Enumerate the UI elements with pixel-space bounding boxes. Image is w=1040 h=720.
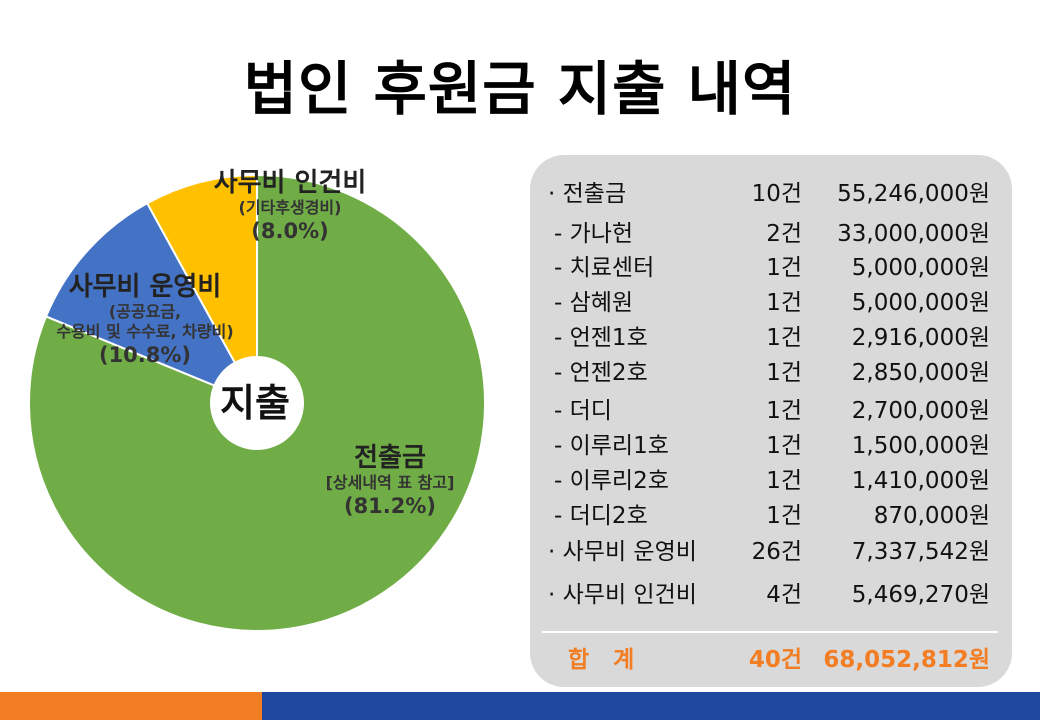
slice-percent-personnel: (8.0%) [251,219,329,243]
row-name: - 더디2호 [554,503,648,529]
total-amount: 68,052,812원 [823,647,990,673]
row-name: - 이루리1호 [554,433,669,459]
row-count: 1건 [766,503,802,529]
total-label: 합 계 [568,647,635,673]
slice-label-transfer: 전출금 [상세내역 표 참고] (81.2%) [270,443,510,519]
table-row: - 더디 1건 2,700,000원 [530,394,1012,428]
row-amount: 2,916,000원 [851,325,990,351]
row-count: 1건 [766,290,802,316]
table-row: · 전출금 10건 55,246,000원 [530,177,1012,211]
row-amount: 7,337,542원 [851,539,990,565]
table-row: - 언젠1호 1건 2,916,000원 [530,321,1012,355]
row-name: · 사무비 인건비 [548,582,697,608]
slice-percent-transfer: (81.2%) [343,494,437,518]
row-amount: 2,700,000원 [851,398,990,424]
row-name: - 치료센터 [554,255,655,281]
row-name: - 언젠1호 [554,325,648,351]
row-count: 1건 [766,433,802,459]
table-row: - 이루리2호 1건 1,410,000원 [530,464,1012,498]
table-row: - 치료센터 1건 5,000,000원 [530,251,1012,285]
row-count: 2건 [766,221,802,247]
table-row: · 사무비 운영비 26건 7,337,542원 [530,535,1012,569]
row-amount: 5,469,270원 [851,582,990,608]
row-amount: 1,500,000원 [851,433,990,459]
pie-slice-0 [28,173,486,632]
slice-detail-operating-1: (공공요금, [108,302,182,321]
slice-detail-operating-2: 수용비 및 수수료, 차량비) [56,322,234,341]
slice-label-operating: 사무비 운영비 (공공요금, 수용비 및 수수료, 차량비) (10.8%) [10,272,280,368]
row-count: 1건 [766,325,802,351]
slice-name-transfer: 전출금 [354,443,426,473]
row-amount: 55,246,000원 [837,181,990,207]
total-count: 40건 [748,647,802,673]
table-divider [542,631,998,633]
row-amount: 5,000,000원 [851,255,990,281]
row-count: 26건 [751,539,802,565]
footer-bar-orange [0,692,262,720]
row-count: 10건 [751,181,802,207]
page-title: 법인 후원금 지출 내역 [243,55,797,123]
row-amount: 33,000,000원 [837,221,990,247]
pie-center-hole [210,356,304,450]
slice-label-personnel: 사무비 인건비 (기타후생경비) (8.0%) [180,168,400,244]
row-count: 1건 [766,398,802,424]
pie-center-label: 지출 [220,381,290,425]
pie-chart [28,173,486,632]
slice-name-personnel: 사무비 인건비 [213,168,367,198]
row-count: 1건 [766,360,802,386]
row-name: - 언젠2호 [554,360,648,386]
pie-slice-1 [44,201,260,406]
slice-percent-operating: (10.8%) [98,343,192,367]
table-row: - 더디2호 1건 870,000원 [530,499,1012,533]
row-count: 1건 [766,468,802,494]
table-row: - 가나헌 2건 33,000,000원 [530,217,1012,251]
row-amount: 870,000원 [873,503,990,529]
row-name: · 사무비 운영비 [548,539,697,565]
row-amount: 2,850,000원 [851,360,990,386]
slice-name-operating: 사무비 운영비 [68,272,222,302]
table-row: · 사무비 인건비 4건 5,469,270원 [530,578,1012,612]
table-row: - 이루리1호 1건 1,500,000원 [530,429,1012,463]
row-name: - 가나헌 [554,221,634,247]
table-row: - 언젠2호 1건 2,850,000원 [530,356,1012,390]
row-name: - 삼혜원 [554,290,634,316]
pie-slice-2 [145,173,258,404]
table-total-row: 합 계 40건 68,052,812원 [530,643,1012,677]
slice-detail-personnel: (기타후생경비) [238,198,342,217]
footer-bar-blue [262,692,1040,720]
table-row: - 삼혜원 1건 5,000,000원 [530,286,1012,320]
row-amount: 1,410,000원 [851,468,990,494]
row-count: 4건 [766,582,802,608]
row-name: · 전출금 [548,181,627,207]
row-count: 1건 [766,255,802,281]
row-amount: 5,000,000원 [851,290,990,316]
row-name: - 이루리2호 [554,468,669,494]
detail-table-panel: · 전출금 10건 55,246,000원 - 가나헌 2건 33,000,000원 - 치… [530,155,1012,687]
slice-detail-transfer: [상세내역 표 참고] [325,473,455,492]
row-name: - 더디 [554,398,612,424]
